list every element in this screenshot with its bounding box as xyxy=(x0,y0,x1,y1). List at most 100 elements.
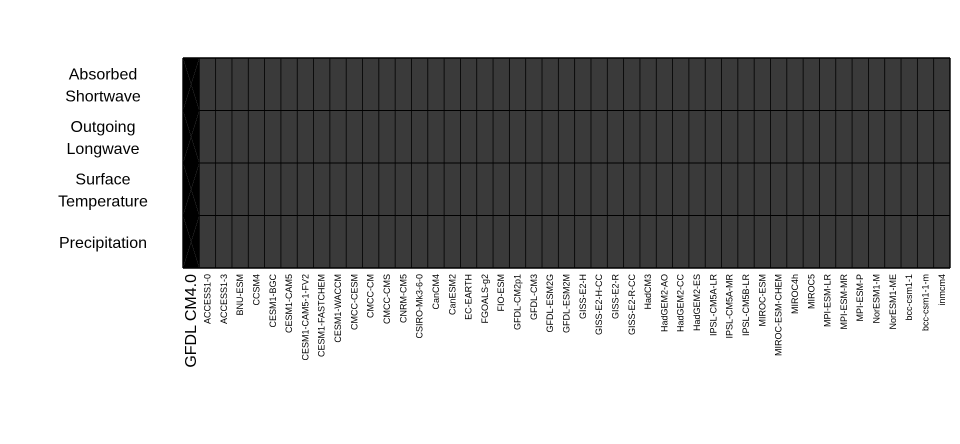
heatmap-cell-missing xyxy=(770,215,787,268)
heatmap-cell-missing xyxy=(313,110,330,163)
model-label: CMCC-CESM xyxy=(349,274,359,330)
heatmap-cell-missing xyxy=(378,110,396,163)
model-label: EC-EARTH xyxy=(464,274,474,320)
heatmap-cell-missing xyxy=(460,215,477,268)
model-label: IPSL-CM5A-LR xyxy=(708,273,718,336)
model-label: CCSM4 xyxy=(251,274,261,306)
model-label: CESM1-WACCM xyxy=(333,274,343,343)
heatmap-cell-missing xyxy=(460,58,477,111)
heatmap-cell-missing xyxy=(737,58,755,111)
heatmap-cell-missing xyxy=(917,163,934,216)
model-label: ACCESS1-0 xyxy=(202,274,212,324)
model-label: GFDL-CM3 xyxy=(529,274,539,320)
heatmap-triangle-left xyxy=(183,215,192,268)
heatmap-cell-missing xyxy=(672,163,689,216)
row-label: Outgoing xyxy=(71,119,136,136)
row-label: Shortwave xyxy=(65,88,141,105)
heatmap-cell-missing xyxy=(721,163,738,216)
heatmap-cell-missing xyxy=(933,58,950,111)
heatmap-cell-missing xyxy=(378,215,396,268)
heatmap-cell-missing xyxy=(329,58,347,111)
heatmap-cell-missing xyxy=(264,58,281,111)
heatmap-cell-missing xyxy=(444,215,461,268)
model-label: CMCC-CMS xyxy=(382,274,392,324)
model-label: CanESM2 xyxy=(447,274,457,315)
heatmap-cell-missing xyxy=(362,110,379,163)
heatmap-cell-missing xyxy=(574,163,591,216)
heatmap-triangle-left xyxy=(183,58,192,111)
heatmap-triangle-bottom xyxy=(183,136,200,163)
model-label: HadGEM2-CC xyxy=(676,274,686,333)
heatmap-triangle-bottom xyxy=(183,241,200,268)
heatmap-cell-missing xyxy=(329,215,347,268)
heatmap-cell-missing xyxy=(395,110,412,163)
heatmap-triangle-right xyxy=(191,215,200,268)
model-labels: GFDL CM4.0 ACCESS1-0 ACCESS1-3 BNU-ESM CCSM4… xyxy=(183,273,947,367)
heatmap-cell-missing xyxy=(656,110,673,163)
heatmap-cell-missing xyxy=(460,163,477,216)
heatmap-cell-missing xyxy=(231,110,249,163)
heatmap-cell-missing xyxy=(590,215,608,268)
heatmap-cell-missing xyxy=(590,58,608,111)
heatmap-cell-missing xyxy=(476,110,494,163)
heatmap-cell-missing xyxy=(754,58,771,111)
heatmap-cell-missing xyxy=(884,58,902,111)
heatmap-cell-missing xyxy=(623,215,640,268)
heatmap-cell-missing xyxy=(346,163,363,216)
heatmap-cell-missing xyxy=(574,215,591,268)
heatmap-cell-missing xyxy=(607,58,624,111)
heatmap-cell-missing xyxy=(737,163,755,216)
heatmap-cell-missing xyxy=(395,163,412,216)
heatmap-cell-missing xyxy=(688,58,706,111)
model-label: HadGEM2-AO xyxy=(659,274,669,332)
heatmap-cell-missing xyxy=(754,163,771,216)
heatmap-cell-missing xyxy=(199,110,216,163)
heatmap-cell-missing xyxy=(639,58,657,111)
row-labels: Absorbed Shortwave Outgoing Longwave Surface… xyxy=(58,66,148,252)
heatmap-triangle-right xyxy=(191,58,200,111)
heatmap-triangle-bottom xyxy=(183,84,200,111)
model-label: GISS-E2-R-CC xyxy=(627,274,637,336)
heatmap-cell-missing xyxy=(493,58,510,111)
model-label: MIROC-ESM-CHEM xyxy=(774,274,784,356)
heatmap-cell-missing xyxy=(476,163,494,216)
heatmap-cell-missing xyxy=(427,215,445,268)
heatmap-cell-missing xyxy=(297,163,314,216)
heatmap-cell-missing xyxy=(803,215,820,268)
model-label: bcc-csm1-1-m xyxy=(921,274,931,331)
heatmap-cell-missing xyxy=(639,215,657,268)
heatmap-cell-missing xyxy=(884,110,902,163)
heatmap-cell-missing xyxy=(280,163,298,216)
model-label: inmcm4 xyxy=(937,274,947,306)
heatmap-cell-missing xyxy=(297,215,314,268)
heatmap-triangle-left xyxy=(183,163,192,216)
heatmap-cell-missing xyxy=(542,110,559,163)
heatmap-triangle-top xyxy=(183,110,200,137)
heatmap-cell-missing xyxy=(868,58,885,111)
row-label: Temperature xyxy=(58,193,148,210)
heatmap-cell-missing xyxy=(868,110,885,163)
heatmap-triangle-bottom xyxy=(183,189,200,216)
heatmap-cell-missing xyxy=(901,215,918,268)
heatmap-cell-missing xyxy=(558,215,575,268)
model-label: GFDL-CM2p1 xyxy=(513,274,523,330)
heatmap-cell-missing xyxy=(884,163,902,216)
heatmap-cell-missing xyxy=(362,58,379,111)
heatmap-cell-missing xyxy=(525,163,543,216)
heatmap-cell-missing xyxy=(770,110,787,163)
model-label: GISS-E2-H xyxy=(578,274,588,319)
model-label: MPI-ESM-P xyxy=(855,274,865,322)
row-label: Absorbed xyxy=(69,66,138,83)
heatmap-cell-missing xyxy=(852,58,869,111)
heatmap-cell-missing xyxy=(395,215,412,268)
model-label: GFDL-ESM2G xyxy=(545,274,555,333)
heatmap-cell-missing xyxy=(803,58,820,111)
heatmap-cell-missing xyxy=(656,58,673,111)
model-label: GFDL CM4.0 xyxy=(183,274,200,368)
heatmap-cell-missing xyxy=(493,215,510,268)
heatmap-cell-missing xyxy=(852,163,869,216)
heatmap-cell-missing xyxy=(705,110,722,163)
heatmap-cell-missing xyxy=(574,58,591,111)
heatmap-cell-missing xyxy=(721,215,738,268)
